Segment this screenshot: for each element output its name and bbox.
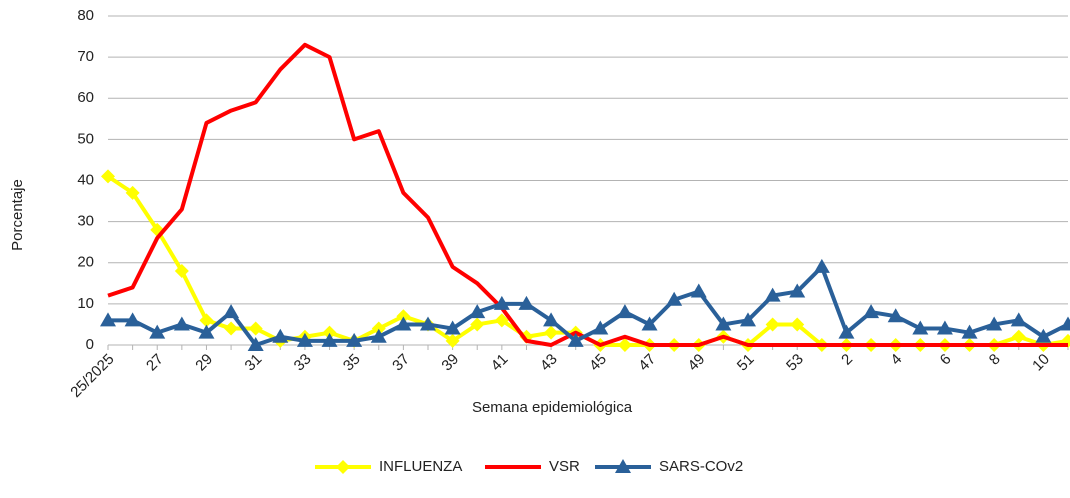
data-point [715, 316, 732, 331]
data-point [174, 263, 189, 278]
x-tick-label: 53 [783, 351, 807, 375]
data-point [641, 316, 658, 331]
data-point [322, 325, 337, 340]
data-point [961, 324, 978, 339]
y-tick-label: 10 [77, 295, 94, 312]
x-tick-label: 4 [887, 351, 905, 369]
data-point [272, 328, 289, 343]
data-point [887, 308, 904, 323]
x-tick-label: 29 [192, 351, 216, 375]
data-point [567, 332, 584, 347]
x-tick-label: 35 [340, 351, 364, 375]
y-tick-label: 0 [86, 336, 94, 353]
data-point [912, 320, 929, 335]
y-tick-label: 30 [77, 213, 94, 230]
x-tick-label: 10 [1029, 351, 1053, 375]
x-tick-label: 25/2025 [67, 351, 117, 401]
data-point [247, 337, 264, 351]
legend-label: SARS-COv2 [659, 458, 743, 475]
data-point [690, 283, 707, 298]
x-tick-label: 39 [438, 351, 462, 375]
data-point [125, 185, 140, 200]
data-point [543, 312, 560, 327]
data-point [173, 316, 190, 331]
y-tick-label: 80 [77, 7, 94, 24]
data-point [420, 316, 436, 331]
y-tick-label: 50 [77, 130, 94, 147]
series-line [107, 42, 1068, 347]
x-tick-label: 8 [986, 351, 1004, 369]
data-point [863, 304, 880, 319]
x-tick-label: 41 [488, 351, 512, 375]
data-point [470, 317, 485, 332]
data-point [149, 324, 166, 339]
data-point [666, 291, 683, 306]
x-tick-label: 43 [537, 351, 561, 375]
x-tick-label: 51 [734, 351, 758, 375]
data-point [544, 325, 559, 340]
data-point [1010, 312, 1027, 327]
data-point [395, 316, 412, 331]
data-point [494, 313, 509, 328]
x-tick-label: 31 [242, 351, 266, 375]
x-tick-label: 6 [937, 351, 955, 369]
data-point [518, 295, 535, 310]
y-tick-label: 40 [77, 171, 94, 188]
data-point [296, 332, 313, 347]
data-point [124, 312, 141, 327]
legend-marker [615, 459, 631, 473]
data-point [346, 332, 363, 347]
y-tick-label: 70 [77, 48, 94, 65]
y-axis-title: Porcentaje [9, 179, 26, 251]
data-point [838, 324, 855, 339]
data-point [469, 304, 486, 319]
data-point [740, 312, 756, 327]
data-point [370, 328, 387, 343]
data-point [790, 317, 805, 332]
data-point [765, 317, 780, 332]
data-point [1060, 316, 1070, 331]
data-point [224, 321, 239, 336]
x-tick-label: 45 [586, 351, 610, 375]
data-point [789, 283, 806, 298]
data-point [592, 320, 609, 335]
data-point [371, 321, 386, 336]
series-line [106, 174, 1069, 347]
data-point [198, 324, 215, 339]
data-point [986, 316, 1003, 331]
legend-label: VSR [549, 458, 580, 475]
x-tick-label: 2 [838, 351, 856, 369]
x-tick-label: 27 [143, 351, 167, 375]
data-point [764, 287, 781, 302]
data-point [616, 304, 633, 319]
y-tick-label: 20 [77, 254, 94, 271]
x-tick-label: 37 [389, 351, 413, 375]
data-point [1011, 329, 1026, 344]
data-point [813, 258, 830, 273]
data-point [248, 321, 263, 336]
data-point [101, 169, 115, 184]
x-tick-label: 49 [685, 351, 709, 375]
x-axis-title: Semana epidemiológica [472, 399, 633, 416]
data-point [445, 333, 460, 348]
data-point [617, 338, 632, 352]
data-point [223, 304, 240, 319]
data-point [936, 320, 953, 335]
data-point [1035, 328, 1052, 343]
x-tick-label: 33 [291, 351, 315, 375]
data-point [396, 309, 411, 324]
data-point [444, 320, 461, 335]
data-point [100, 312, 116, 327]
series-line [108, 264, 1069, 347]
y-tick-label: 60 [77, 89, 94, 106]
data-point [493, 295, 510, 310]
legend-marker [336, 460, 350, 474]
legend-label: INFLUENZA [379, 458, 462, 475]
x-tick-label: 47 [635, 351, 659, 375]
data-point [321, 332, 338, 347]
data-point [199, 313, 214, 328]
